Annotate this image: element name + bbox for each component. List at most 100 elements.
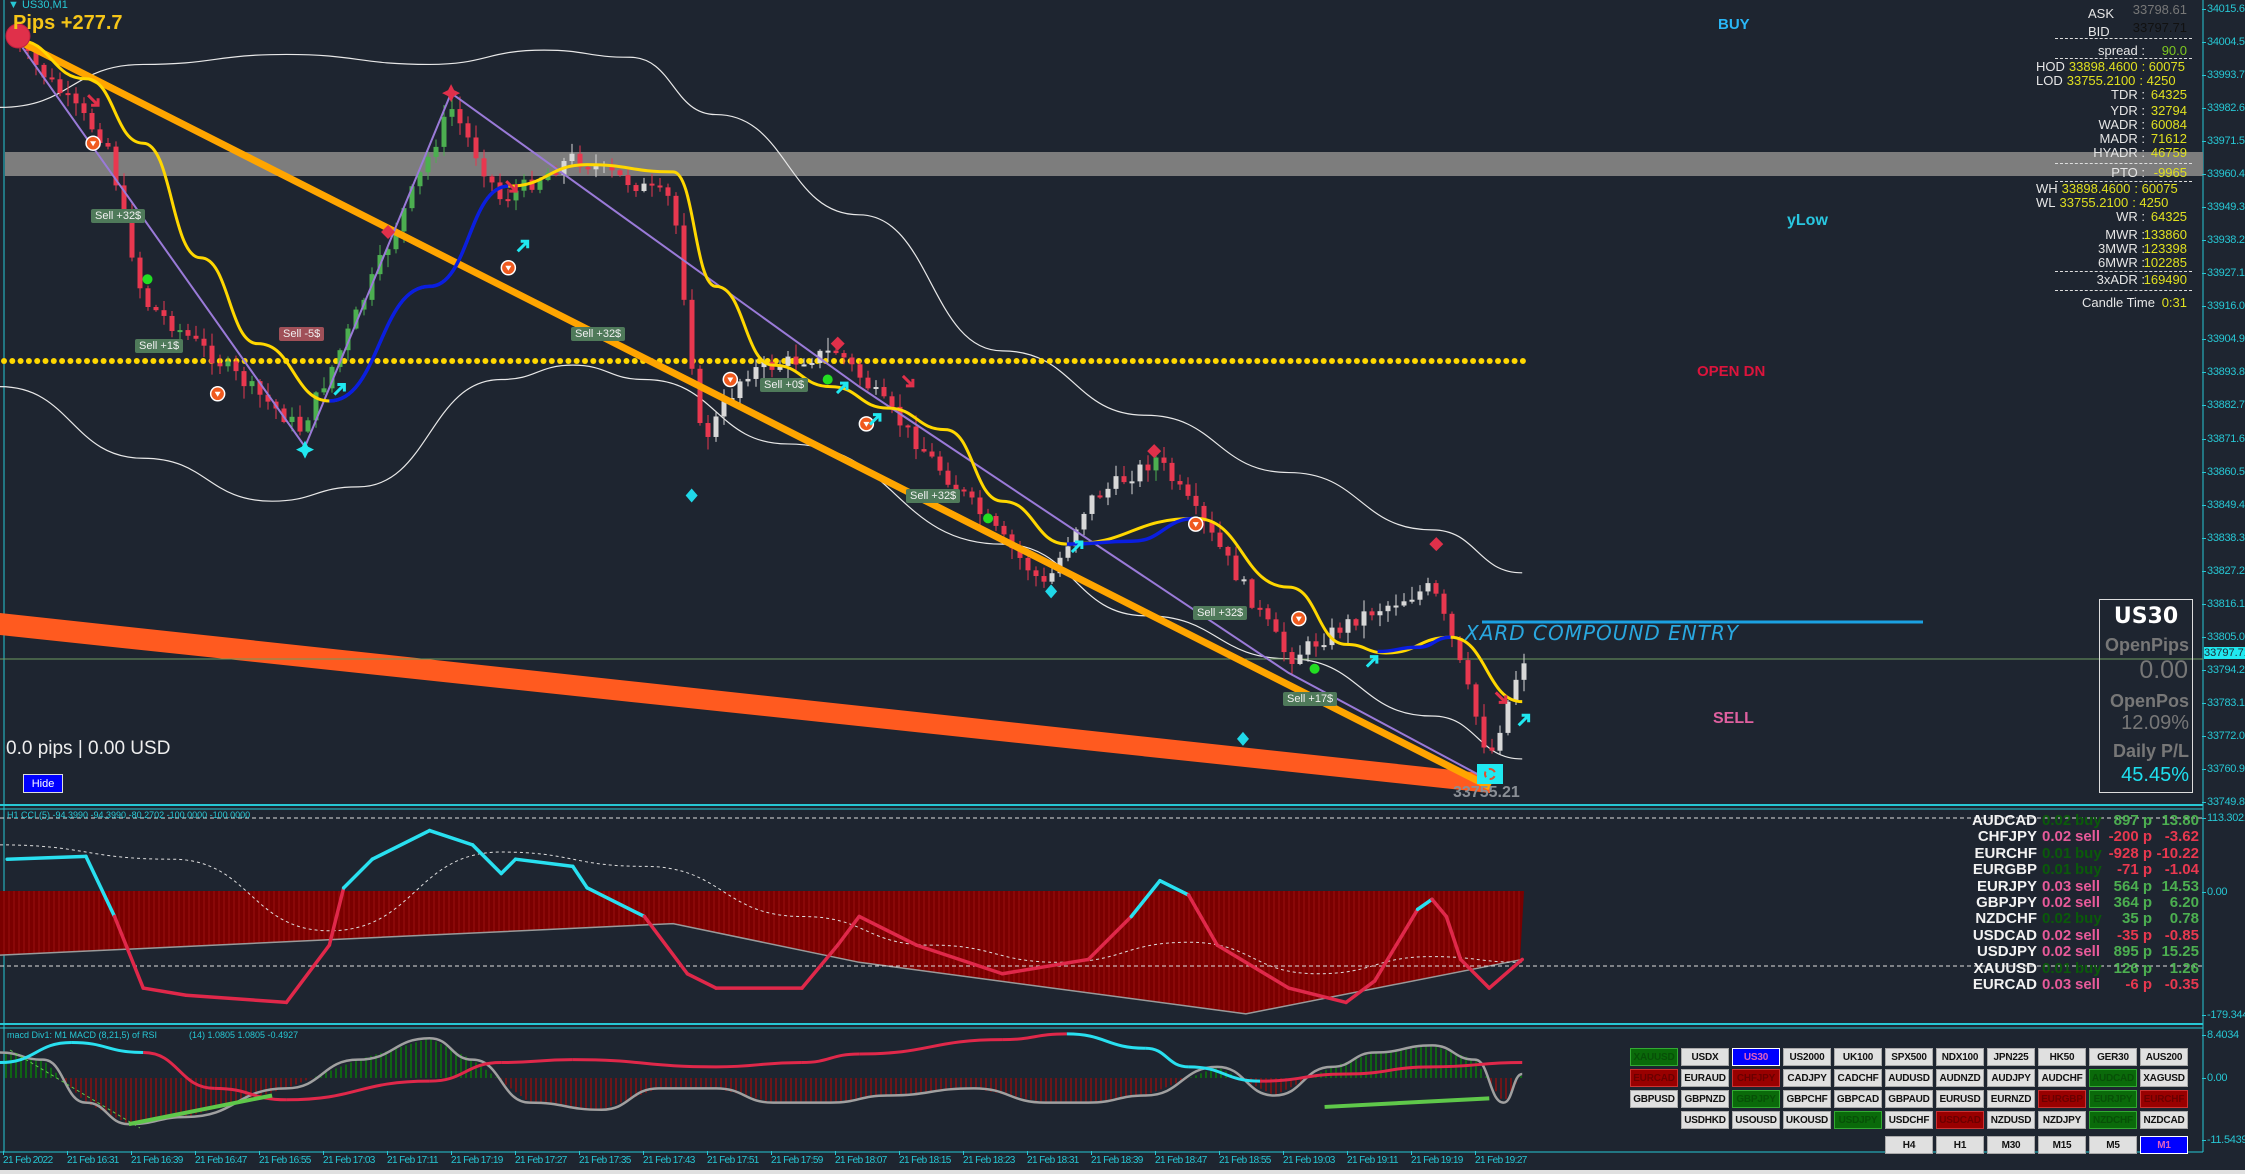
symbol-button-usousd[interactable]: USOUSD bbox=[1732, 1111, 1780, 1129]
cci-title: H1 CCI (5) -94.3990 -94.3990 -80.2702 -1… bbox=[7, 810, 251, 820]
symbol-button-usdjpy[interactable]: USDJPY bbox=[1834, 1111, 1882, 1129]
symbol-button-audusd[interactable]: AUDUSD bbox=[1885, 1069, 1933, 1087]
dropdown-triangle-icon[interactable]: ▼ bbox=[8, 0, 22, 11]
symbol-button-usdchf[interactable]: USDCHF bbox=[1885, 1111, 1933, 1129]
symbol-button-nzdcad[interactable]: NZDCAD bbox=[2140, 1111, 2188, 1129]
symbol-button-aus200[interactable]: AUS200 bbox=[2140, 1048, 2188, 1066]
timeframe-button-m5[interactable]: M5 bbox=[2089, 1136, 2137, 1154]
symbol-button-nzdjpy[interactable]: NZDJPY bbox=[2038, 1111, 2086, 1129]
symbol-button-xauusd[interactable]: XAUUSD bbox=[1630, 1048, 1678, 1066]
macd-axis-label: 0.00 bbox=[2201, 1072, 2228, 1084]
star-icon bbox=[442, 84, 461, 103]
symbol-button-hk50[interactable]: HK50 bbox=[2038, 1048, 2086, 1066]
bearish-candle bbox=[105, 143, 111, 147]
position-lot: 0.02 bbox=[2042, 910, 2072, 928]
timeframe-button-m1[interactable]: M1 bbox=[2140, 1136, 2188, 1154]
position-pips: 895 p bbox=[2113, 943, 2152, 961]
price-axis-label: 34004.50 bbox=[2201, 36, 2245, 48]
bearish-candle bbox=[697, 368, 703, 424]
symbol-button-xagusd[interactable]: XAGUSD bbox=[2140, 1069, 2188, 1087]
symbol-button-audcad[interactable]: AUDCAD bbox=[2089, 1069, 2137, 1087]
symbol-button-us2000[interactable]: US2000 bbox=[1783, 1048, 1831, 1066]
time-axis-label: 21 Feb 16:47 bbox=[195, 1151, 247, 1166]
position-pl: 14.53 bbox=[2161, 877, 2199, 895]
symbol-button-gbpaud[interactable]: GBPAUD bbox=[1885, 1090, 1933, 1108]
symbol-button-audchf[interactable]: AUDCHF bbox=[2038, 1069, 2086, 1087]
symbol-button-ger30[interactable]: GER30 bbox=[2089, 1048, 2137, 1066]
timeframe-button-h4[interactable]: H4 bbox=[1885, 1136, 1933, 1154]
bullish-candle bbox=[401, 208, 407, 232]
bullish-candle bbox=[1049, 573, 1055, 582]
symbol-button-gbpcad[interactable]: GBPCAD bbox=[1834, 1090, 1882, 1108]
info-value: 64325 bbox=[2150, 87, 2187, 102]
symbol-button-eurjpy[interactable]: EURJPY bbox=[2089, 1090, 2137, 1108]
symbol-button-audjpy[interactable]: AUDJPY bbox=[1987, 1069, 2035, 1087]
bearish-candle bbox=[1265, 608, 1271, 620]
main-price-pane[interactable] bbox=[0, 23, 2203, 793]
open-level-dot bbox=[1403, 358, 1410, 364]
position-symbol: CHFJPY bbox=[1977, 828, 2037, 846]
open-level-dot bbox=[1013, 358, 1020, 364]
bearish-candle bbox=[881, 387, 887, 397]
symbol-button-usdcad[interactable]: USDCAD bbox=[1936, 1111, 1984, 1129]
cci-line bbox=[141, 986, 188, 997]
symbol-button-eurcad[interactable]: EURCAD bbox=[1630, 1069, 1678, 1087]
info-value: 169490 bbox=[2143, 272, 2187, 287]
price-axis-label: 33882.70 bbox=[2201, 399, 2245, 411]
cci-line bbox=[914, 943, 1005, 976]
bullish-candle bbox=[721, 401, 727, 417]
symbol-button-usdx[interactable]: USDX bbox=[1681, 1048, 1729, 1066]
symbol-button-usdhkd[interactable]: USDHKD bbox=[1681, 1111, 1729, 1129]
open-level-dot bbox=[1071, 358, 1078, 364]
symbol-button-audnzd[interactable]: AUDNZD bbox=[1936, 1069, 1984, 1087]
open-level-dot bbox=[1021, 358, 1028, 364]
timeframe-button-m30[interactable]: M30 bbox=[1987, 1136, 2035, 1154]
hide-button[interactable]: Hide bbox=[23, 774, 63, 793]
info-label: TDR : bbox=[2111, 87, 2145, 102]
symbol-button-ukousd[interactable]: UKOUSD bbox=[1783, 1111, 1831, 1129]
bullish-candle bbox=[249, 381, 255, 387]
macd-pane[interactable] bbox=[0, 1032, 1523, 1129]
symbol-button-spx500[interactable]: SPX500 bbox=[1885, 1048, 1933, 1066]
symbol-button-eurchf[interactable]: EURCHF bbox=[2140, 1090, 2188, 1108]
bullish-candle bbox=[1065, 546, 1071, 558]
symbol-button-cadchf[interactable]: CADCHF bbox=[1834, 1069, 1882, 1087]
symbol-button-ndx100[interactable]: NDX100 bbox=[1936, 1048, 1984, 1066]
cci-axis-label: 113.3021 bbox=[2202, 812, 2245, 824]
position-pips: -71 p bbox=[2116, 861, 2152, 879]
symbol-button-cadjpy[interactable]: CADJPY bbox=[1783, 1069, 1831, 1087]
bullish-candle bbox=[537, 180, 543, 190]
cci-pane[interactable] bbox=[0, 817, 2203, 1015]
symbol-button-us30[interactable]: US30 bbox=[1732, 1048, 1780, 1066]
position-pl: -0.85 bbox=[2164, 926, 2199, 944]
symbol-button-gbpusd[interactable]: GBPUSD bbox=[1630, 1090, 1678, 1108]
symbol-button-gbpnzd[interactable]: GBPNZD bbox=[1681, 1090, 1729, 1108]
symbol-button-eurnzd[interactable]: EURNZD bbox=[1987, 1090, 2035, 1108]
symbol-button-eurgbp[interactable]: EURGBP bbox=[2038, 1090, 2086, 1108]
symbol-button-eurusd[interactable]: EURUSD bbox=[1936, 1090, 1984, 1108]
open-level-dot bbox=[1163, 358, 1169, 364]
position-pl: 1.26 bbox=[2169, 959, 2199, 977]
symbol-button-jpn225[interactable]: JPN225 bbox=[1987, 1048, 2035, 1066]
symbol-button-nzdusd[interactable]: NZDUSD bbox=[1987, 1111, 2035, 1129]
macd-line bbox=[501, 1058, 573, 1065]
timeframe-button-h1[interactable]: H1 bbox=[1936, 1136, 1984, 1154]
open-pips-value: 0.00 bbox=[2139, 656, 2188, 684]
cci-trend-line bbox=[0, 922, 1523, 1015]
time-axis-label: 21 Feb 17:35 bbox=[579, 1151, 631, 1166]
open-level-dot bbox=[1055, 358, 1062, 364]
symbol-button-nzdchf[interactable]: NZDCHF bbox=[2089, 1111, 2137, 1129]
time-axis-label: 21 Feb 19:11 bbox=[1347, 1151, 1399, 1166]
symbol-button-euraud[interactable]: EURAUD bbox=[1681, 1069, 1729, 1087]
symbol-button-gbpchf[interactable]: GBPCHF bbox=[1783, 1090, 1831, 1108]
timeframe-button-m15[interactable]: M15 bbox=[2038, 1136, 2086, 1154]
open-level-dot bbox=[889, 358, 896, 364]
symbol-button-chfjpy[interactable]: CHFJPY bbox=[1732, 1069, 1780, 1087]
open-level-dot bbox=[1063, 358, 1070, 364]
open-level-dot bbox=[1171, 358, 1178, 364]
info-row: 6MWR : bbox=[2040, 256, 2145, 270]
symbol-button-uk100[interactable]: UK100 bbox=[1834, 1048, 1882, 1066]
cci-line bbox=[835, 914, 861, 947]
symbol-button-gbpjpy[interactable]: GBPJPY bbox=[1732, 1090, 1780, 1108]
